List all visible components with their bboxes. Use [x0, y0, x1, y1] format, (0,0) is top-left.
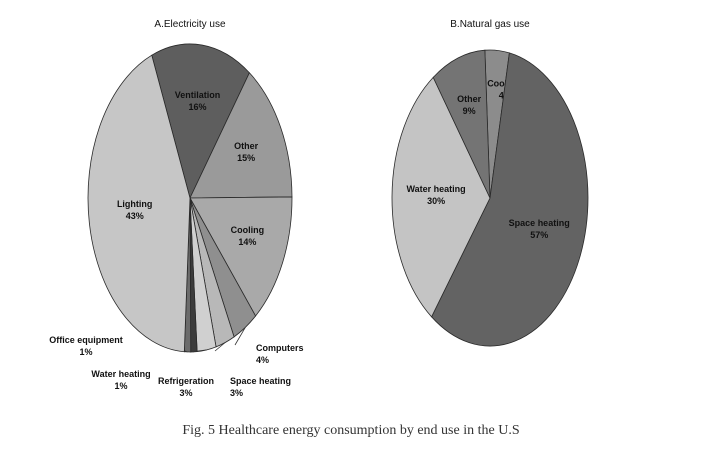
- leader-line-space-heating: [214, 342, 226, 352]
- slice-label-other: Other: [457, 94, 482, 104]
- slice-label-space-heating: Space heating: [509, 218, 570, 228]
- slice-label-water-heating: Water heating: [407, 184, 466, 194]
- slice-label-office-equipment: Office equipment: [49, 335, 123, 345]
- slice-label-water-heating: Water heating: [91, 369, 150, 379]
- slice-label-ventilation: Ventilation: [175, 90, 221, 100]
- pie-slice-other: [189, 72, 293, 199]
- pie-slice-space-heating: [431, 52, 589, 347]
- pie-slice-ventilation: [151, 43, 250, 200]
- slice-value-refrigeration: 3%: [179, 388, 192, 398]
- slice-label-lighting: Lighting: [117, 199, 153, 209]
- pie-slice-other: [432, 49, 491, 199]
- slice-label-refrigeration: Refrigeration: [158, 376, 214, 386]
- slice-label-space-heating: Space heating: [230, 376, 291, 386]
- slice-label-other: Other: [234, 141, 259, 151]
- leader-line-computers: [234, 327, 246, 346]
- slice-value-computers: 4%: [256, 355, 269, 365]
- pie-slice-cooling: [189, 196, 293, 317]
- slice-label-computers: Computers: [256, 343, 304, 353]
- pie-chart-electricity: A.Electricity use Ventilation 16% Other 15%…: [49, 19, 303, 398]
- chart-title-electricity: A.Electricity use: [154, 19, 226, 30]
- pie-slice-water-heating: [391, 76, 491, 318]
- slice-value-other: 15%: [237, 153, 255, 163]
- slice-value-cooling: 14%: [238, 237, 256, 247]
- slice-value-other: 9%: [463, 106, 476, 116]
- pie-slice-lighting: [87, 54, 191, 353]
- figure-caption: Fig. 5 Healthcare energy consumption by …: [182, 423, 520, 438]
- slice-value-space-heating: 3%: [230, 388, 243, 398]
- chart-title-natural-gas: B.Natural gas use: [450, 19, 530, 30]
- slice-label-cooling: Cooling: [231, 225, 265, 235]
- slice-value-water-heating: 30%: [427, 196, 445, 206]
- slice-value-ventilation: 16%: [188, 102, 206, 112]
- slice-value-space-heating: 57%: [530, 230, 548, 240]
- slice-value-lighting: 43%: [126, 211, 144, 221]
- pie-charts: A.Electricity use Ventilation 16% Other 15%…: [49, 19, 589, 398]
- pie-chart-natural-gas: B.Natural gas use Cooking4%Space heating…: [391, 19, 589, 347]
- slice-value-water-heating: 1%: [114, 381, 127, 391]
- slice-value-office-equipment: 1%: [79, 347, 92, 357]
